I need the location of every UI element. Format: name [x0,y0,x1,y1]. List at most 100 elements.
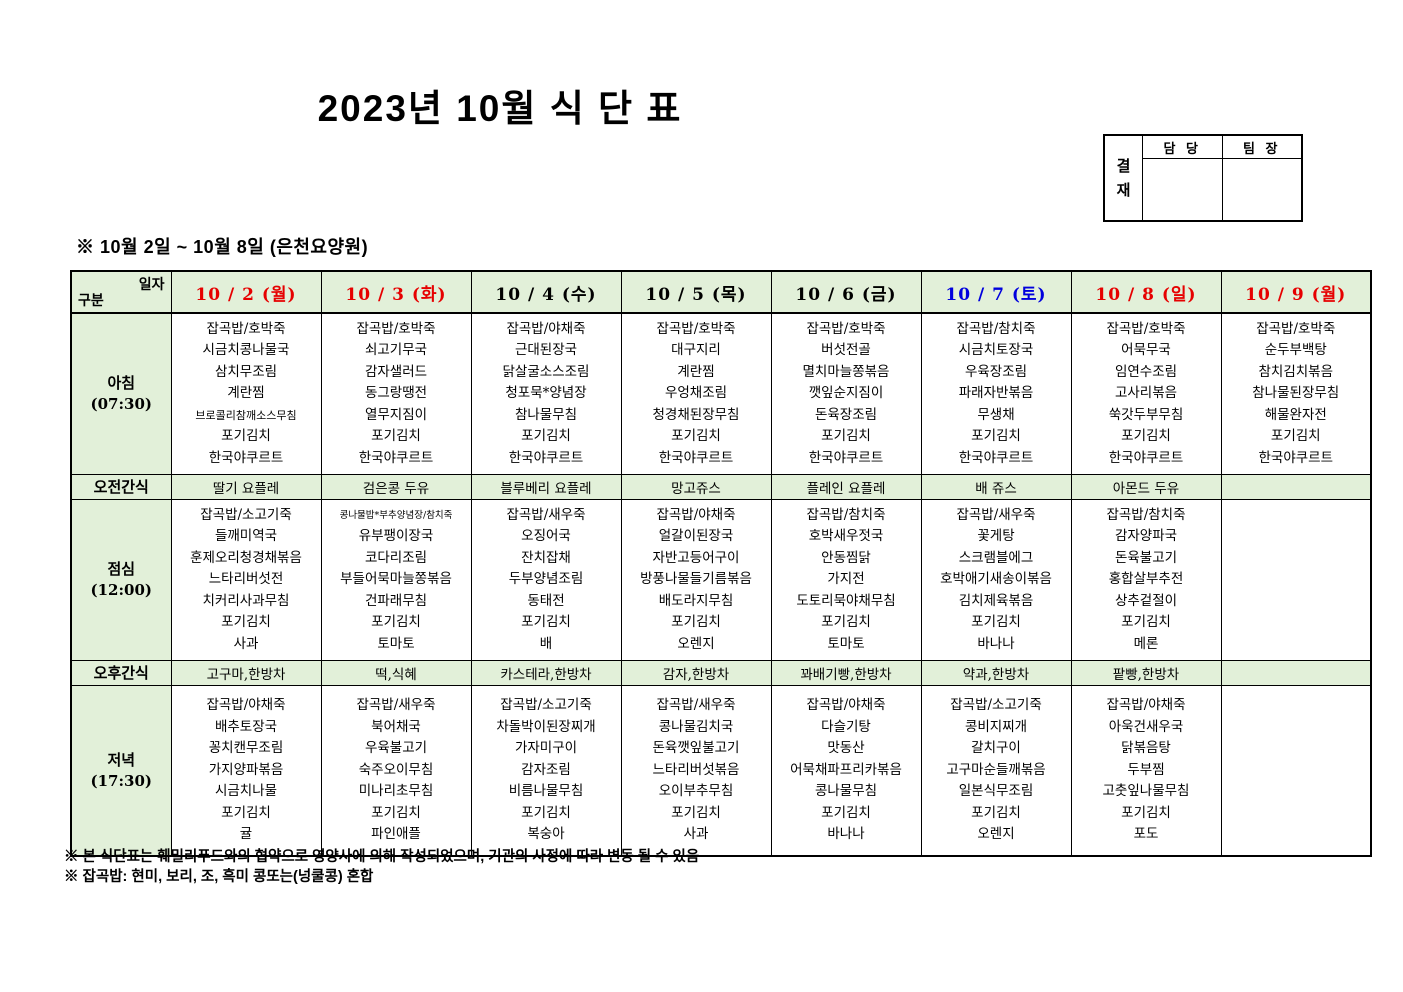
meal-item: 잡곡밥/호박죽 [806,320,886,337]
meal-item: 포도 [1133,826,1159,843]
meal-item: 순두부백탕 [1264,342,1327,359]
meal-cell [1220,499,1372,661]
meal-item: 오이부추무침 [658,783,734,800]
meal-cell: 잡곡밥/야채죽 얼갈이된장국 자반고등어구이 방풍나물들기름볶음 배도라지무침 포기김치 오… [620,499,772,661]
meal-cell: 잡곡밥/소고기죽 차돌박이된장찌개 가자미구이 감자조림 비름나물무침 포기김치 복숭아 [470,685,622,857]
meal-item: 사과 [683,826,709,843]
meal-cell: 잡곡밥/소고기죽 들깨미역국 훈제오리청경채볶음 느타리버섯전 치커리사과무침 포기김치 사… [170,499,322,661]
row-label-오전간식: 오전간식 [70,474,172,500]
meal-item: 포기김치 [971,804,1021,821]
meal-item: 한국야쿠르트 [358,449,434,466]
meal-item: 포기김치 [821,614,871,631]
meal-item: 콩나물김치국 [658,718,734,735]
meal-item: 유부팽이장국 [358,528,434,545]
snack-cell: 블루베리 요플레 [470,474,622,500]
snack-cell [1220,474,1372,500]
meal-item: 잡곡밥/참치죽 [956,320,1036,337]
meal-item: 두부양념조림 [508,571,584,588]
meal-cell: 잡곡밥/호박죽 시금치콩나물국 삼치무조림 계란찜 브로콜리참깨소스무침 포기김치 한국야쿠… [170,312,322,475]
meal-item: 토마토 [377,635,415,652]
meal-item: 잡곡밥/야채죽 [1106,697,1186,714]
meal-cell: 잡곡밥/호박죽 순두부백탕 참치김치볶음 참나물된장무침 해물완자전 포기김치 한국야쿠르트 [1220,312,1372,475]
meal-item: 깻잎순지짐이 [808,385,884,402]
meal-cell: 잡곡밥/야채죽 근대된장국 닭살굴소스조림 청포묵*양념장 참나물무침 포기김치 한국야쿠르… [470,312,622,475]
meal-item: 계란찜 [677,363,715,380]
row-label-저녁: 저녁 (17:30) [70,685,172,857]
meal-item: 한국야쿠르트 [658,449,734,466]
meal-item: 포기김치 [221,428,271,445]
meal-cell: 잡곡밥/호박죽 대구지리 계란찜 우엉채조림 청경채된장무침 포기김치 한국야쿠르트 [620,312,772,475]
meal-cell: 잡곡밥/새우죽 오징어국 잔치잡채 두부양념조림 동태전 포기김치 배 [470,499,622,661]
meal-item: 포기김치 [1121,614,1171,631]
day-header-1: 10 / 2 (월) [170,270,322,314]
meal-item: 자반고등어구이 [652,549,740,566]
meal-item: 고구마순들깨볶음 [946,761,1046,778]
meal-item: 해물완자전 [1264,406,1327,423]
meal-item: 얼갈이된장국 [658,528,734,545]
meal-item: 김치제육볶음 [958,592,1034,609]
meal-cell [1220,685,1372,857]
meal-item: 상추겉절이 [1114,592,1178,609]
meal-item: 감자조림 [521,761,571,778]
meal-item: 삼치무조림 [214,363,278,380]
row-label-아침: 아침 (07:30) [70,312,172,475]
meal-item: 감자샐러드 [364,363,428,380]
meal-item: 꽃게탕 [977,528,1015,545]
meal-item: 다슬기탕 [821,718,871,735]
meal-item: 포기김치 [971,614,1021,631]
meal-plan-table: 일자 구분 10 / 2 (월) 10 / 3 (화) 10 / 4 (수) 10 /… [70,270,1372,857]
meal-item: 호박애기새송이볶음 [940,571,1052,588]
approval-sign-cell [1221,159,1302,220]
meal-item: 포기김치 [521,804,571,821]
approval-col-timjang: 팀 장 [1221,136,1302,158]
meal-item: 멸치마늘쫑볶음 [802,363,890,380]
meal-item: 잡곡밥/야채죽 [656,506,736,523]
meal-item: 돈육불고기 [1114,549,1178,566]
meal-cell: 잡곡밥/야채죽 다슬기탕 맛동산 어묵채파프리카볶음 콩나물무침 포기김치 바나나 [770,685,922,857]
meal-item: 꽁치캔무조림 [208,740,284,757]
meal-item: 토마토 [827,635,865,652]
approval-sign-cell [1143,159,1222,220]
meal-cell: 잡곡밥/참치죽 감자양파국 돈육불고기 홍합살부추전 상추겉절이 포기김치 메론 [1070,499,1222,661]
meal-item: 잡곡밥/호박죽 [206,320,286,337]
meal-item: 시금치토장국 [958,342,1034,359]
meal-item: 갈치구이 [971,740,1021,757]
meal-item: 훈제오리청경채볶음 [190,549,302,566]
meal-item: 포기김치 [821,428,871,445]
meal-item: 잡곡밥/야채죽 [206,697,286,714]
meal-item: 도토리묵야채무침 [796,592,896,609]
meal-cell: 잡곡밥/호박죽 쇠고기무국 감자샐러드 동그랑땡전 열무지짐이 포기김치 한국야쿠르트 [320,312,472,475]
meal-item: 참나물무침 [514,406,578,423]
meal-item: 포기김치 [371,804,421,821]
meal-cell: 잡곡밥/새우죽 콩나물김치국 돈육깻잎불고기 느타리버섯볶음 오이부추무침 포기김치 사과 [620,685,772,857]
meal-item: 아욱건새우국 [1108,718,1184,735]
meal-item: 오렌지 [677,635,715,652]
meal-item: 무생채 [977,406,1015,423]
meal-item: 포기김치 [521,428,571,445]
meal-item: 포기김치 [371,614,421,631]
meal-item: 쑥갓두부무침 [1108,406,1184,423]
meal-item: 포기김치 [371,428,421,445]
meal-item: 오징어국 [521,528,571,545]
meal-item: 가자미구이 [514,740,578,757]
meal-item: 잡곡밥/참치죽 [806,506,886,523]
corner-label-date: 일자 [138,277,165,293]
corner-cell: 일자 구분 [70,270,172,314]
meal-item: 일본식무조림 [958,783,1034,800]
meal-item: 가지전 [827,571,865,588]
meal-item: 배추토장국 [214,718,278,735]
meal-item: 대구지리 [671,342,721,359]
day-header-7: 10 / 8 (일) [1070,270,1222,314]
meal-item: 어묵무국 [1121,342,1171,359]
meal-item: 포기김치 [1270,428,1321,445]
meal-item: 포기김치 [1121,428,1171,445]
day-header-6: 10 / 7 (토) [920,270,1072,314]
meal-item: 시금치나물 [214,783,278,800]
meal-item: 잡곡밥/호박죽 [356,320,436,337]
meal-item: 잡곡밥/야채죽 [806,697,886,714]
day-header-4: 10 / 5 (목) [620,270,772,314]
row-label-점심: 점심 (12:00) [70,499,172,661]
snack-cell [1220,660,1372,686]
meal-item: 바나나 [977,635,1015,652]
meal-item: 청포묵*양념장 [505,385,587,402]
